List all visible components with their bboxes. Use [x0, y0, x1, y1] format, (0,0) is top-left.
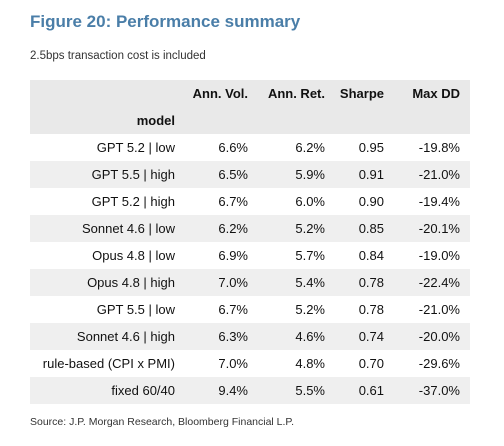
- table-row: Sonnet 4.6 | high 6.3% 4.6% 0.74 -20.0%: [30, 323, 470, 350]
- row-label: GPT 5.5 | low: [96, 302, 175, 317]
- cell: 6.5%: [218, 167, 248, 182]
- cell: -21.0%: [418, 302, 460, 317]
- table-row: GPT 5.2 | high 6.7% 6.0% 0.90 -19.4%: [30, 188, 470, 215]
- header-row: Ann. Vol. Ann. Ret. Sharpe Max DD: [30, 80, 470, 107]
- row-label: fixed 60/40: [111, 383, 175, 398]
- row-label: Sonnet 4.6 | high: [76, 329, 175, 344]
- cell: 0.74: [358, 329, 384, 344]
- row-label: rule-based (CPI x PMI): [42, 356, 175, 371]
- table-row: Opus 4.8 | low 6.9% 5.7% 0.84 -19.0%: [30, 242, 470, 269]
- row-label: Opus 4.8 | low: [92, 248, 175, 263]
- cell: -29.6%: [418, 356, 460, 371]
- subtitle: 2.5bps transaction cost is included: [30, 50, 206, 62]
- cell: 6.7%: [218, 194, 248, 209]
- column-header: Ann. Ret.: [267, 86, 325, 101]
- cell: 5.9%: [295, 167, 325, 182]
- source: Source: J.P. Morgan Research, Bloomberg …: [30, 416, 295, 428]
- column-header: Ann. Vol.: [192, 86, 248, 101]
- table-row: rule-based (CPI x PMI) 7.0% 4.8% 0.70 -29.6%: [30, 350, 470, 377]
- table-row: Opus 4.8 | high 7.0% 5.4% 0.78 -22.4%: [30, 269, 470, 296]
- table-row: GPT 5.5 | low 6.7% 5.2% 0.78 -21.0%: [30, 296, 470, 323]
- index-name: model: [136, 113, 175, 128]
- cell: 0.84: [358, 248, 384, 263]
- cell: -19.4%: [418, 194, 460, 209]
- cell: 5.7%: [295, 248, 325, 263]
- cell: 5.2%: [295, 302, 325, 317]
- cell: 6.9%: [218, 248, 248, 263]
- cell: -20.0%: [418, 329, 460, 344]
- row-label: Opus 4.8 | high: [87, 275, 175, 290]
- cell: 5.4%: [295, 275, 325, 290]
- row-label: Sonnet 4.6 | low: [82, 221, 175, 236]
- cell: 9.4%: [218, 383, 248, 398]
- cell: 6.2%: [295, 140, 325, 155]
- cell: 4.8%: [295, 356, 325, 371]
- cell: -21.0%: [418, 167, 460, 182]
- cell: 6.6%: [218, 140, 248, 155]
- cell: -19.8%: [418, 140, 460, 155]
- cell: 0.78: [358, 302, 384, 317]
- title: Figure 20: Performance summary: [30, 12, 301, 31]
- cell: 5.5%: [295, 383, 325, 398]
- row-label: GPT 5.2 | low: [96, 140, 175, 155]
- cell: -37.0%: [418, 383, 460, 398]
- table-row: GPT 5.5 | high 6.5% 5.9% 0.91 -21.0%: [30, 161, 470, 188]
- table-body: GPT 5.2 | low 6.6% 6.2% 0.95 -19.8% GPT 5.5 |…: [30, 134, 470, 404]
- cell: 0.78: [358, 275, 384, 290]
- table-row: fixed 60/40 9.4% 5.5% 0.61 -37.0%: [30, 377, 470, 404]
- cell: 5.2%: [295, 221, 325, 236]
- cell: -22.4%: [418, 275, 460, 290]
- cell: 6.2%: [218, 221, 248, 236]
- column-header: Max DD: [412, 86, 460, 101]
- cell: -19.0%: [418, 248, 460, 263]
- table-head: Ann. Vol. Ann. Ret. Sharpe Max DD model: [30, 80, 470, 134]
- cell: 0.91: [358, 167, 384, 182]
- cell: 7.0%: [218, 356, 248, 371]
- cell: 0.90: [358, 194, 384, 209]
- table-row: GPT 5.2 | low 6.6% 6.2% 0.95 -19.8%: [30, 134, 470, 161]
- row-label: GPT 5.5 | high: [91, 167, 175, 182]
- cell: -20.1%: [418, 221, 460, 236]
- cell: 6.3%: [218, 329, 248, 344]
- cell: 4.6%: [295, 329, 325, 344]
- index-row: model: [30, 107, 470, 134]
- table-row: Sonnet 4.6 | low 6.2% 5.2% 0.85 -20.1%: [30, 215, 470, 242]
- cell: 6.7%: [218, 302, 248, 317]
- performance-table: Ann. Vol. Ann. Ret. Sharpe Max DD model GPT…: [30, 80, 470, 404]
- cell: 6.0%: [295, 194, 325, 209]
- cell: 0.85: [358, 221, 384, 236]
- cell: 0.70: [358, 356, 384, 371]
- row-label: GPT 5.2 | high: [91, 194, 175, 209]
- column-header: Sharpe: [339, 86, 384, 101]
- cell: 0.95: [358, 140, 384, 155]
- header-cell: [30, 80, 185, 107]
- header-cell: [185, 107, 470, 134]
- cell: 0.61: [358, 383, 384, 398]
- cell: 7.0%: [218, 275, 248, 290]
